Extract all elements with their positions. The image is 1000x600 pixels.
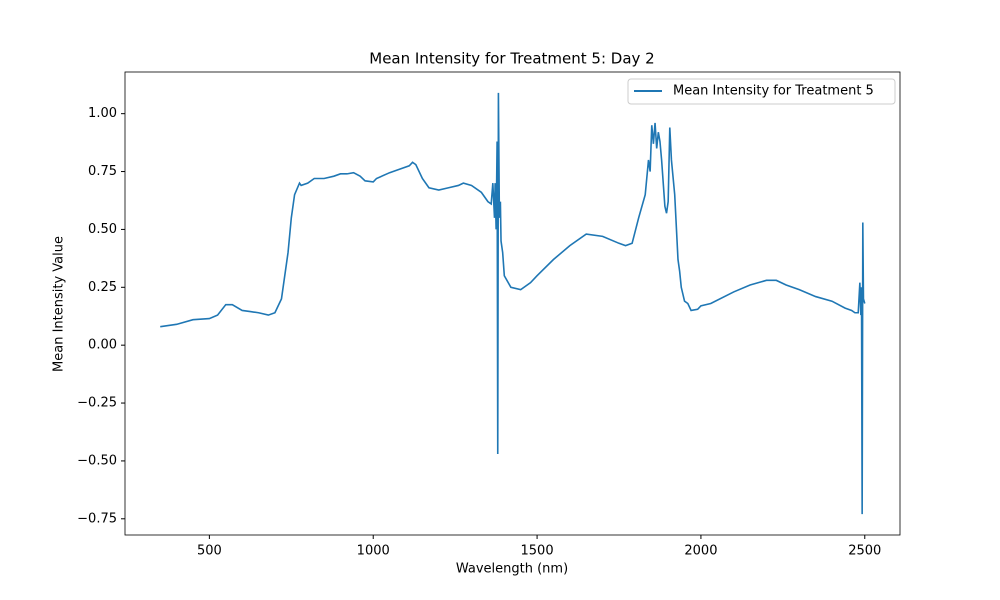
y-tick-label: 0.75 — [88, 164, 117, 179]
plot-frame — [124, 71, 901, 536]
y-tick-label: 0.25 — [88, 280, 117, 295]
legend-label: Mean Intensity for Treatment 5 — [673, 84, 874, 99]
x-tick-label: 1500 — [521, 544, 554, 559]
legend-box — [627, 78, 896, 105]
x-tick-label: 2000 — [684, 544, 717, 559]
y-axis-label: Mean Intensity Value — [52, 236, 67, 372]
x-tick-label: 1000 — [357, 544, 390, 559]
y-tick-label: 0.50 — [88, 222, 117, 237]
y-tick-label: −0.50 — [77, 453, 117, 468]
y-tick-label: −0.25 — [77, 396, 117, 411]
chart-title: Mean Intensity for Treatment 5: Day 2 — [369, 50, 654, 68]
y-tick-label: 1.00 — [88, 106, 117, 121]
x-tick-label: 2500 — [848, 544, 881, 559]
x-tick-label: 500 — [197, 544, 222, 559]
data-line — [160, 92, 866, 515]
x-axis-label: Wavelength (nm) — [456, 562, 568, 577]
y-tick-label: 0.00 — [88, 338, 117, 353]
y-tick-label: −0.75 — [77, 511, 117, 526]
